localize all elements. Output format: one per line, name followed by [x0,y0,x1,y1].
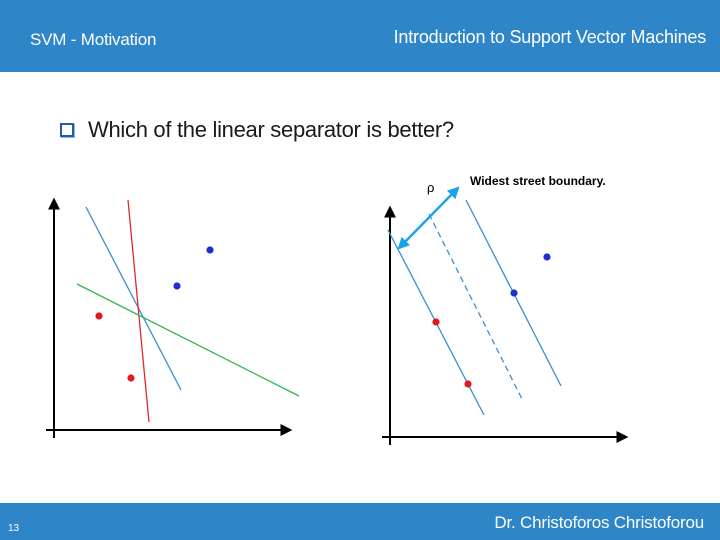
left-blue-separator [85,206,182,391]
widest-street-label: Widest street boundary. [470,174,606,188]
right-plot: ρ Widest street boundary. [382,174,629,445]
slide-deck-title: Introduction to Support Vector Machines [393,27,707,47]
left-red-point-1 [95,312,103,320]
margin-width-arrow [397,186,460,250]
right-blue-point-1 [510,289,518,297]
decision-boundary-dashed [428,213,523,400]
header-bar: SVM - Motivation Introduction to Support… [0,0,720,72]
left-red-separator [127,199,150,423]
right-blue-point-2 [543,253,551,261]
footer-bar: 13 Dr. Christoforos Christoforou [0,503,720,540]
author-name: Dr. Christoforos Christoforou [494,513,704,532]
right-red-point-2 [464,380,472,388]
left-green-separator [76,283,300,397]
margin-rho-label: ρ [427,180,434,195]
square-bullet-icon [60,123,74,137]
left-blue-point-2 [206,246,214,254]
section-title: SVM - Motivation [30,30,157,49]
bullet-text: Which of the linear separator is better? [88,117,454,142]
left-plot [46,197,300,438]
left-blue-point-1 [173,282,181,290]
right-red-point-1 [432,318,440,326]
page-number: 13 [8,523,20,534]
bullet-point: Which of the linear separator is better? [60,117,454,143]
left-red-point-2 [127,374,135,382]
